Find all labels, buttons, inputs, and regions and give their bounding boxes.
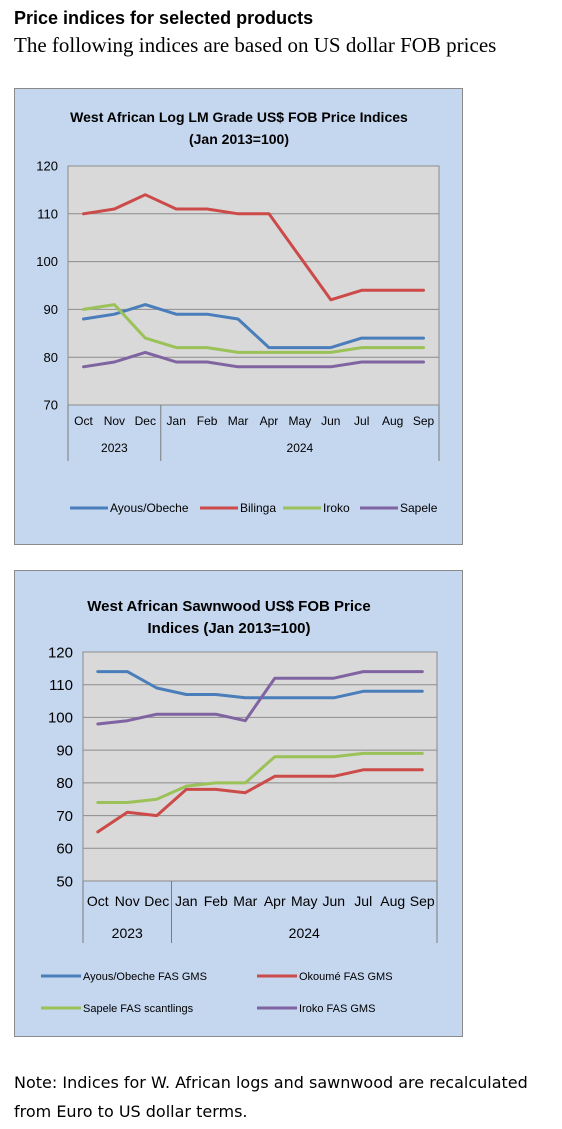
plot-area <box>67 165 440 406</box>
y-tick-label: 100 <box>36 254 58 269</box>
x-tick-label: Sep <box>410 893 435 909</box>
x-tick-label: Mar <box>233 893 257 909</box>
series-line <box>96 751 424 804</box>
page-subtitle: The following indices are based on US do… <box>14 33 497 57</box>
legend-label: Bilinga <box>240 501 276 515</box>
legend-label: Ayous/Obeche <box>110 501 189 515</box>
y-tick-label: 110 <box>49 677 73 694</box>
log-price-chart-svg: West African Log LM Grade US$ FOB Price … <box>36 109 440 515</box>
x-tick-label: Aug <box>380 893 405 909</box>
x-tick-label: Dec <box>135 414 156 428</box>
legend-label: Ayous/Obeche FAS GMS <box>83 971 207 983</box>
series-line <box>82 303 425 350</box>
y-tick-label: 110 <box>37 206 58 221</box>
x-tick-label: Jul <box>354 893 372 909</box>
x-tick-label: Oct <box>87 893 109 909</box>
y-tick-label: 70 <box>44 398 58 413</box>
x-tick-label: Oct <box>74 414 93 428</box>
year-group-label: 2023 <box>112 925 143 941</box>
y-tick-label: 80 <box>56 775 73 792</box>
x-tick-label: Nov <box>104 414 125 428</box>
y-tick-label: 80 <box>44 350 58 365</box>
chart-title-line: Indices (Jan 2013=100) <box>147 620 310 637</box>
x-tick-label: Sep <box>413 414 435 428</box>
y-tick-label: 50 <box>56 873 73 890</box>
legend-label: Sapele <box>400 501 438 515</box>
series-line <box>82 350 425 369</box>
x-tick-label: Jan <box>175 893 198 909</box>
x-tick-label: Mar <box>228 414 249 428</box>
series-line <box>82 303 425 354</box>
legend-label: Okoumé FAS GMS <box>299 971 393 983</box>
sawnwood-price-chart: West African Sawnwood US$ FOB Price Indic… <box>14 570 463 1037</box>
x-tick-label: Dec <box>144 893 169 909</box>
year-group-label: 2024 <box>289 925 320 941</box>
x-tick-label: Feb <box>204 893 228 909</box>
x-tick-label: Aug <box>382 414 403 428</box>
x-tick-label: Apr <box>264 893 286 909</box>
sawnwood-price-chart-svg: West African Sawnwood US$ FOB Price Indic… <box>41 598 438 1015</box>
year-group-label: 2023 <box>101 441 128 455</box>
y-tick-label: 100 <box>48 710 73 727</box>
legend-label: Sapele FAS scantlings <box>83 1003 194 1015</box>
y-tick-label: 70 <box>56 808 73 825</box>
series-line <box>96 670 424 726</box>
y-tick-label: 120 <box>48 644 73 661</box>
plot-area <box>82 651 438 882</box>
series-line <box>96 768 424 834</box>
x-tick-label: Jul <box>354 414 369 428</box>
y-tick-label: 90 <box>44 302 58 317</box>
year-group-label: 2024 <box>287 441 314 455</box>
y-tick-label: 60 <box>56 841 73 858</box>
x-tick-label: Nov <box>115 893 140 909</box>
page-title: Price indices for selected products <box>14 8 314 28</box>
x-tick-label: Jun <box>322 893 345 909</box>
y-tick-label: 90 <box>56 742 73 759</box>
x-tick-label: Jun <box>321 414 340 428</box>
x-tick-label: Apr <box>260 414 279 428</box>
chart-title-line: (Jan 2013=100) <box>189 131 289 147</box>
x-tick-label: May <box>289 414 312 428</box>
chart-title-line: West African Sawnwood US$ FOB Price <box>87 598 370 615</box>
y-tick-label: 120 <box>36 159 58 174</box>
series-line <box>82 193 425 302</box>
x-tick-label: May <box>291 893 317 909</box>
legend-label: Iroko FAS GMS <box>299 1003 375 1015</box>
legend-label: Iroko <box>323 501 350 515</box>
x-tick-label: Feb <box>197 414 218 428</box>
chart-title-line: West African Log LM Grade US$ FOB Price … <box>70 109 408 125</box>
log-price-chart: West African Log LM Grade US$ FOB Price … <box>14 88 463 545</box>
footnote: Note: Indices for W. African logs and sa… <box>14 1073 528 1121</box>
x-tick-label: Jan <box>167 414 186 428</box>
